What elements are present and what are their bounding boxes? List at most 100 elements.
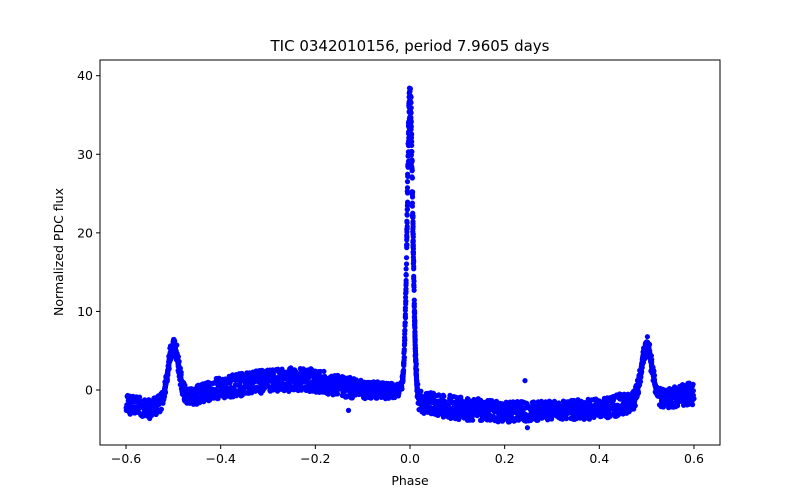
data-point [405,149,411,155]
data-point [632,403,638,409]
data-point [441,393,447,399]
data-point [563,416,570,422]
data-point [690,388,697,394]
data-point [470,417,476,423]
data-point [406,85,413,91]
data-point [166,363,172,369]
data-point [410,261,416,267]
data-point [407,95,413,101]
data-point [412,330,418,336]
data-point [412,345,418,351]
chart-title: TIC 0342010156, period 7.9605 days [269,37,549,55]
data-point [405,173,411,179]
data-point [410,246,416,252]
x-axis-label: Phase [391,473,429,488]
data-point [402,320,408,326]
data-point [413,363,419,369]
data-point [686,380,692,386]
data-point [404,179,411,185]
data-point [630,397,636,403]
data-point [402,328,408,334]
data-point [608,412,614,418]
data-point [402,337,408,343]
data-point [404,229,410,235]
data-point [635,382,642,388]
data-point [604,401,610,407]
data-point [334,391,341,397]
x-tick-label: 0.0 [400,451,420,466]
data-point [406,143,412,149]
data-point [403,261,410,267]
y-tick-label: 20 [77,225,93,240]
data-point [410,231,416,237]
data-point [675,403,681,409]
data-point [407,108,413,114]
data-point [160,392,166,398]
data-point [404,211,410,217]
data-point [413,356,419,363]
data-point [524,425,531,431]
data-point [407,114,414,120]
data-point [345,407,352,413]
data-point [163,381,169,387]
data-point [403,287,409,293]
x-tick-label: 0.4 [589,451,609,466]
data-point [405,163,411,169]
data-point [656,392,662,398]
data-point [514,399,520,405]
data-point [412,320,418,326]
data-point [402,307,408,313]
data-point [404,223,410,230]
data-point [435,412,441,418]
data-point [412,339,418,346]
data-point [403,255,410,261]
data-point [401,342,407,348]
data-point [409,175,415,181]
data-point [410,221,416,227]
data-point [404,242,410,248]
data-point [166,358,172,364]
data-point [412,352,418,358]
data-point [137,394,143,400]
data-point [411,275,417,282]
data-point [157,399,163,405]
data-point [403,290,409,296]
data-point [413,373,419,379]
x-tick-label: 0.2 [495,451,515,466]
data-point [648,358,654,364]
x-axis: −0.6 −0.4 −0.2 0.0 0.2 0.4 0.6 [111,445,704,466]
data-point [691,396,697,402]
data-point [690,381,696,387]
data-point [639,361,645,368]
data-point [405,153,411,159]
data-point [173,349,179,355]
data-point [414,386,420,392]
data-point [179,382,185,388]
data-point [164,370,171,376]
data-point [403,280,409,286]
data-point [404,234,410,240]
x-tick-label: −0.4 [206,451,236,466]
data-point [409,168,415,174]
data-point [531,399,537,405]
data-point [176,362,182,368]
data-point [402,311,408,318]
data-point [177,370,183,376]
data-point [215,396,221,402]
data-point [410,238,416,244]
data-point [410,214,416,220]
data-point [412,334,418,341]
data-point [411,314,418,320]
data-point [411,282,417,288]
data-point [404,220,410,226]
data-point [645,348,651,354]
data-point [181,387,187,394]
data-point [522,378,528,384]
data-point [634,387,640,393]
data-point [404,185,411,191]
data-point [162,386,168,392]
data-point [652,381,658,387]
data-point [407,123,413,129]
data-point [644,334,651,340]
